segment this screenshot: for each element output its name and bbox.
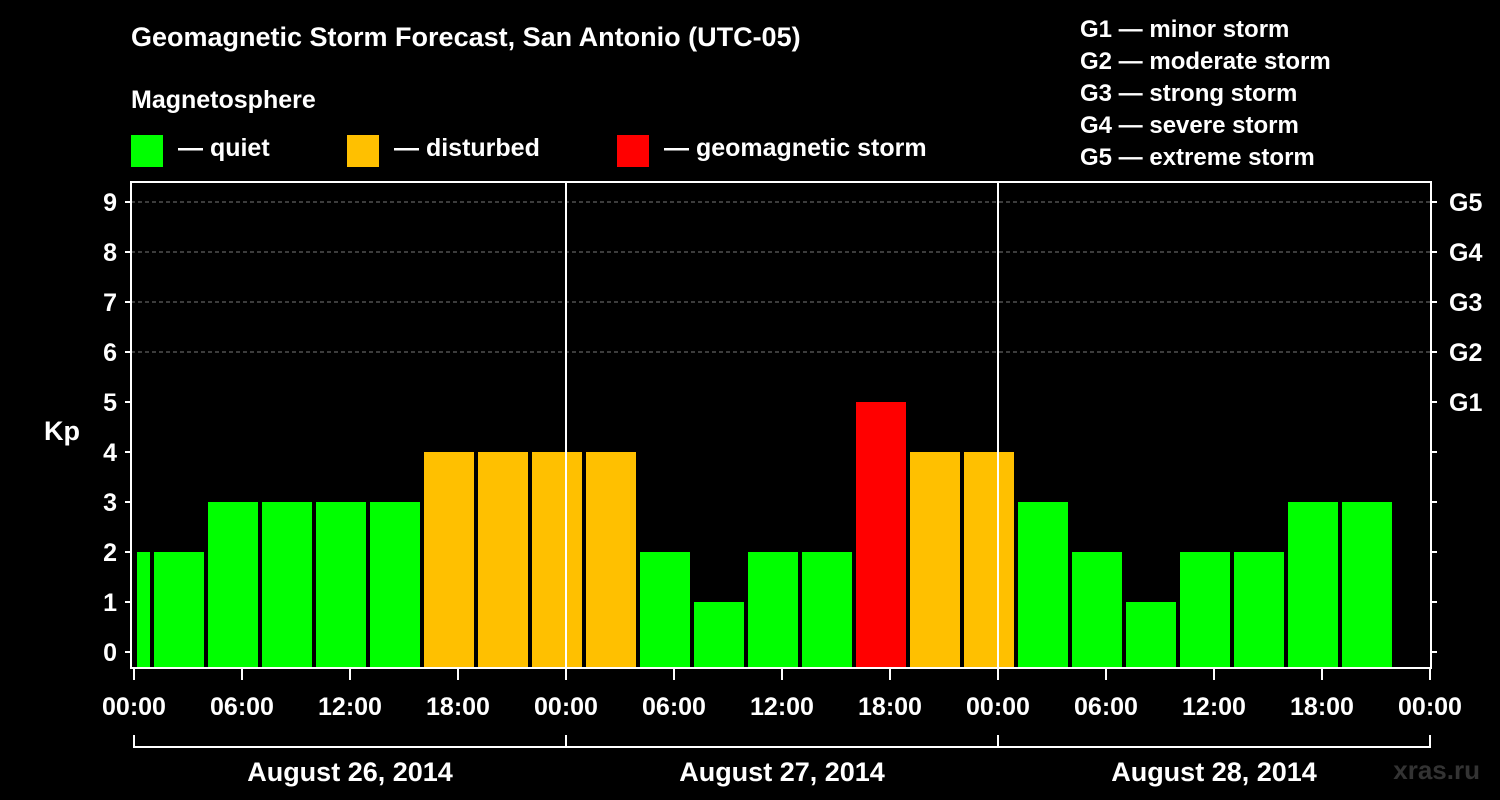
y-tick-label: 0 (103, 639, 117, 667)
scale-g1: G1 — minor storm (1080, 16, 1290, 43)
y-tick-label: 2 (103, 539, 117, 567)
g-level-label: G4 (1449, 239, 1482, 267)
g-level-label: G1 (1449, 389, 1482, 417)
kp-bar (640, 552, 690, 668)
x-tick-label: 06:00 (210, 693, 274, 721)
day-label: August 28, 2014 (1111, 757, 1317, 787)
kp-bar (802, 552, 852, 668)
y-tick-label: 4 (103, 439, 117, 467)
x-tick-label: 00:00 (534, 693, 598, 721)
kp-bar (1180, 552, 1230, 668)
kp-bar (154, 552, 204, 668)
y-tick-label: 1 (103, 589, 117, 617)
y-tick-label: 8 (103, 239, 117, 267)
x-tick-label: 00:00 (1398, 693, 1462, 721)
kp-bar (370, 502, 420, 668)
kp-bar (1342, 502, 1392, 668)
x-tick-label: 00:00 (102, 693, 166, 721)
x-tick-label: 06:00 (642, 693, 706, 721)
kp-bar (137, 552, 150, 668)
x-tick-label: 06:00 (1074, 693, 1138, 721)
kp-bar (586, 452, 636, 668)
scale-g3: G3 — strong storm (1080, 80, 1298, 107)
kp-bar (694, 602, 744, 668)
kp-bar (208, 502, 258, 668)
legend-swatch-storm (617, 135, 649, 167)
y-tick-label: 6 (103, 339, 117, 367)
g-level-label: G3 (1449, 289, 1482, 317)
kp-bar (1018, 502, 1068, 668)
kp-bar (1234, 552, 1284, 668)
day-label: August 27, 2014 (679, 757, 885, 787)
day-label: August 26, 2014 (247, 757, 453, 787)
kp-bar (262, 502, 312, 668)
chart-title: Geomagnetic Storm Forecast, San Antonio … (131, 22, 801, 52)
kp-bar (478, 452, 528, 668)
legend-label-quiet: — quiet (178, 134, 270, 162)
x-tick-label: 18:00 (1290, 693, 1354, 721)
kp-bar (316, 502, 366, 668)
kp-bar (1126, 602, 1176, 668)
x-tick-label: 18:00 (426, 693, 490, 721)
y-tick-label: 7 (103, 289, 117, 317)
x-tick-label: 12:00 (318, 693, 382, 721)
kp-bar (1072, 552, 1122, 668)
scale-g5: G5 — extreme storm (1080, 144, 1315, 171)
scale-g2: G2 — moderate storm (1080, 48, 1331, 75)
kp-bar (1288, 502, 1338, 668)
kp-bar (910, 452, 960, 668)
kp-bar (748, 552, 798, 668)
y-tick-label: 9 (103, 189, 117, 217)
legend-title: Magnetosphere (131, 86, 316, 114)
g-level-label: G5 (1449, 189, 1482, 217)
scale-g4: G4 — severe storm (1080, 112, 1299, 139)
y-axis-label: Kp (44, 416, 80, 446)
kp-bar (856, 402, 906, 668)
watermark: xras.ru (1393, 755, 1480, 785)
kp-bar (424, 452, 474, 668)
legend-swatch-quiet (131, 135, 163, 167)
legend-label-disturbed: — disturbed (394, 134, 540, 162)
legend-swatch-disturbed (347, 135, 379, 167)
g-level-label: G2 (1449, 339, 1482, 367)
y-tick-label: 5 (103, 389, 117, 417)
kp-bar (964, 452, 1014, 668)
x-tick-label: 12:00 (1182, 693, 1246, 721)
kp-bar (532, 452, 582, 668)
legend-label-storm: — geomagnetic storm (664, 134, 927, 162)
x-tick-label: 18:00 (858, 693, 922, 721)
y-tick-label: 3 (103, 489, 117, 517)
x-tick-label: 00:00 (966, 693, 1030, 721)
x-tick-label: 12:00 (750, 693, 814, 721)
